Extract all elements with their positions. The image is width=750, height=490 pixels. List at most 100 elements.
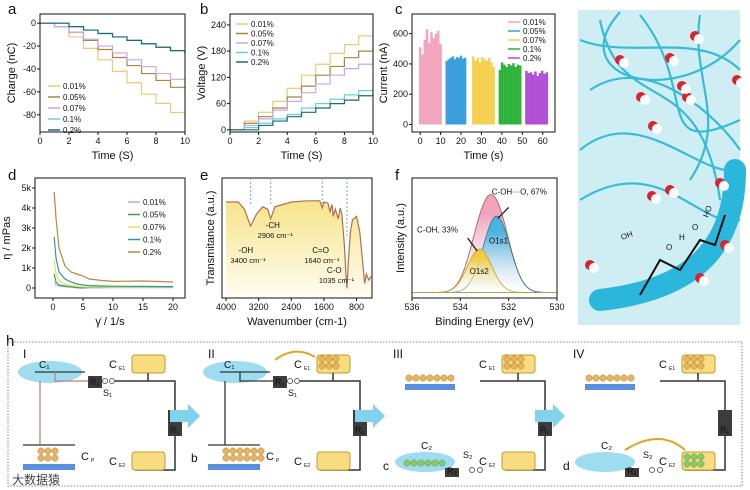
- legend-label: 0.05%: [251, 30, 274, 39]
- bar: [455, 57, 459, 125]
- x-tick-label: 0: [418, 136, 423, 146]
- legend-label: 0.07%: [251, 39, 274, 48]
- charge: [683, 355, 691, 363]
- charge: [585, 374, 593, 382]
- panel-label-f: f: [395, 167, 400, 184]
- charge: [37, 447, 45, 455]
- x-tick-label: 2400: [281, 302, 301, 312]
- stage-label: IV: [573, 347, 584, 361]
- ce1-label: C: [109, 359, 117, 371]
- charge: [683, 362, 691, 370]
- series-line-FTIR: [226, 200, 372, 289]
- resistor-label: R₁: [275, 377, 285, 387]
- triboelectric-droplet-c2: [575, 452, 635, 472]
- y-tick-label: -40: [23, 64, 36, 74]
- x-tick-label: 0: [37, 136, 42, 146]
- water-hydrogen-atom: [736, 78, 746, 88]
- resistor-sub: L: [727, 430, 730, 436]
- charge: [690, 355, 698, 363]
- oxygen-label: O: [666, 243, 672, 252]
- bar: [527, 73, 530, 125]
- bar: [457, 57, 461, 125]
- x-axis-label: Time (S): [92, 150, 134, 162]
- ce2-label: C: [294, 456, 302, 468]
- s2-label: S₂: [463, 450, 473, 460]
- charge: [236, 447, 244, 455]
- cp-label: C: [81, 451, 89, 463]
- charge: [236, 454, 244, 462]
- charge: [620, 374, 628, 382]
- charge: [37, 454, 45, 462]
- charge-transfer-arrow: [274, 350, 316, 361]
- schematic-frame: [7, 341, 743, 487]
- capacitor-box-ce1: [131, 354, 166, 374]
- water-hydrogen-atom: [724, 243, 734, 253]
- bar: [437, 30, 440, 125]
- chart-d: 0 5 10 15 20 0 1k 2k 3k 4k 5k γ̇ / 1/s η / mPas 0.01%…: [1, 177, 186, 328]
- series-line-0.07%: [40, 22, 185, 84]
- charge: [683, 460, 691, 468]
- y-tick-label: 200: [393, 89, 408, 99]
- x-axis-label: Time (S): [281, 150, 323, 162]
- y-tick-label: 4k: [21, 203, 31, 213]
- charge: [44, 454, 52, 462]
- switch-contact: [287, 378, 293, 384]
- polymer-strand: [598, 19, 722, 201]
- charge: [410, 459, 418, 467]
- charge-transfer-arrow: [624, 438, 686, 451]
- ftir-fill: [226, 200, 372, 298]
- resistor-label: R₁: [90, 377, 100, 387]
- capacitor-box-ce2: [316, 451, 351, 471]
- s2-label: S₂: [643, 450, 653, 460]
- resistor-label: R₂: [627, 466, 637, 476]
- charge: [697, 460, 705, 468]
- bar: [434, 33, 438, 125]
- annotation-label: C=O: [312, 246, 329, 255]
- annotation-sub: 2906 cm⁻¹: [258, 231, 294, 240]
- polymer-strand: [602, 11, 741, 82]
- x-tick-label: 8: [342, 136, 347, 146]
- y-tick-label: 600: [393, 29, 408, 39]
- bar: [545, 72, 549, 125]
- peak-label-o1s1: O1s1: [489, 236, 509, 245]
- wire: [39, 372, 88, 445]
- x-tick-label: 6: [313, 136, 318, 146]
- sub-label: d: [563, 459, 570, 473]
- bar: [536, 76, 539, 125]
- legend-label: 0.2%: [143, 248, 161, 257]
- bar: [532, 74, 535, 125]
- charge: [627, 374, 635, 382]
- bar: [498, 69, 502, 125]
- charge: [440, 374, 448, 382]
- water-hydrogen-atom: [699, 276, 709, 286]
- bar: [500, 62, 504, 125]
- legend-label: 0.2%: [251, 58, 269, 67]
- x-tick-label: 4000: [216, 302, 236, 312]
- watermark: 大数据猿: [12, 472, 60, 487]
- bar: [514, 66, 517, 125]
- x-tick-label: 10: [436, 136, 446, 146]
- ce2-sub: E2: [119, 463, 125, 469]
- x-tick-label: 6: [124, 136, 129, 146]
- s1-label: S₁: [288, 388, 297, 398]
- charge: [683, 453, 691, 461]
- series-line-0.01%: [40, 22, 185, 121]
- bar: [459, 55, 463, 125]
- bar: [432, 38, 435, 125]
- legend-label: 0.05%: [523, 27, 546, 36]
- y-tick-label: 400: [393, 59, 408, 69]
- charge: [51, 447, 59, 455]
- bar: [439, 44, 442, 125]
- c1-label: C₁: [39, 360, 50, 371]
- x-tick-label: 2: [256, 136, 261, 146]
- xps-peak-o1s2: [412, 248, 557, 293]
- resistor-r2: [625, 468, 639, 477]
- charge: [318, 362, 326, 370]
- charge: [690, 460, 698, 468]
- switch-contact: [102, 378, 108, 384]
- bar: [512, 63, 515, 125]
